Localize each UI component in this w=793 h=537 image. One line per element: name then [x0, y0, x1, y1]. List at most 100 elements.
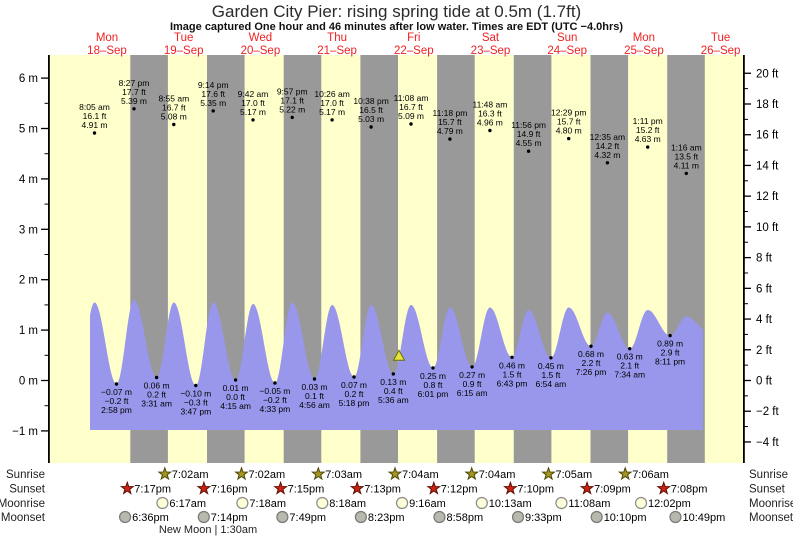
sunset-star-icon	[579, 480, 595, 495]
low-tide-label: −0.3 ft	[184, 398, 209, 408]
y-axis-right-tick-label: 16 ft	[756, 130, 779, 142]
almanac-row-label-right: Moonrise	[749, 498, 793, 510]
y-axis-right-tick-label: 18 ft	[756, 99, 779, 111]
high-tide-label: 11:48 am	[472, 100, 507, 110]
high-tide-dot	[330, 118, 334, 122]
sunrise-star-icon	[234, 466, 249, 481]
almanac-time-label: 7:06am	[632, 469, 669, 481]
high-tide-label: 17.7 ft	[122, 87, 146, 97]
low-tide-label: 2.9 ft	[661, 348, 681, 358]
high-tide-dot	[369, 125, 373, 129]
almanac-row-label-left: Moonset	[1, 512, 46, 524]
high-tide-label: 5.17 m	[240, 107, 266, 117]
low-tide-label: 0.03 m	[302, 382, 328, 392]
high-tide-dot	[488, 128, 492, 133]
high-tide-label: 1:16 am	[671, 142, 702, 152]
almanac-time-label: 7:04am	[479, 469, 516, 481]
moonset-circle-icon	[511, 510, 525, 524]
high-tide-label: 16.5 ft	[359, 105, 383, 115]
high-tide-label: 4.96 m	[477, 118, 503, 128]
y-axis-left-tick-label: 1 m	[19, 325, 38, 337]
sunrise-star-icon	[617, 466, 633, 481]
low-tide-label: −0.10 m	[180, 389, 211, 399]
day-of-week-label: Tue	[174, 32, 193, 44]
low-tide-label: 6:43 pm	[497, 378, 528, 388]
low-tide-label: 0.1 ft	[305, 391, 325, 401]
low-tide-label: 2.1 ft	[620, 361, 640, 371]
low-tide-label: 2:58 pm	[101, 405, 132, 415]
y-axis-left-tick-label: 4 m	[19, 174, 38, 186]
chart-subtitle: Image captured One hour and 46 minutes a…	[169, 21, 624, 33]
high-tide-dot	[567, 136, 571, 141]
high-tide-label: 12:35 am	[590, 132, 625, 142]
day-of-week-label: Fri	[407, 32, 420, 44]
low-tide-label: 5:36 am	[378, 395, 409, 405]
high-tide-dot	[526, 149, 531, 153]
y-axis-right-tick-label: −2 ft	[756, 406, 780, 418]
high-tide-label: 8:55 am	[158, 94, 189, 104]
low-tide-label: −0.07 m	[101, 387, 132, 397]
low-tide-dot	[233, 378, 238, 382]
high-tide-dot	[448, 137, 452, 141]
day-of-week-label: Mon	[633, 32, 655, 44]
high-tide-label: 17.0 ft	[320, 98, 344, 108]
low-tide-label: 0.25 m	[420, 371, 446, 381]
almanac-time-label: 8:18am	[329, 498, 366, 510]
almanac-time-label: 7:15pm	[288, 484, 325, 496]
low-tide-dot	[194, 383, 198, 388]
almanac-time-label: 12:02pm	[648, 498, 691, 510]
sunrise-star-icon	[157, 466, 173, 481]
sunrise-star-icon	[387, 466, 403, 481]
almanac-time-label: 7:12pm	[441, 484, 478, 496]
y-axis-left-tick-label: 3 m	[19, 224, 38, 236]
high-tide-label: 5.17 m	[319, 107, 345, 117]
high-tide-label: 16.7 ft	[399, 102, 423, 112]
low-tide-label: 7:34 am	[614, 370, 645, 380]
low-tide-label: −0.05 m	[259, 386, 290, 396]
high-tide-label: 5.35 m	[200, 98, 226, 108]
low-tide-dot	[431, 366, 435, 370]
day-of-week-label: Mon	[96, 32, 118, 44]
low-tide-label: 7:26 pm	[576, 367, 607, 377]
high-tide-label: 15.7 ft	[438, 117, 462, 127]
low-tide-label: 0.01 m	[223, 383, 249, 393]
low-tide-label: 0.9 ft	[463, 379, 483, 389]
y-axis-right-tick-label: 6 ft	[756, 283, 773, 295]
almanac-time-label: 6:36pm	[132, 512, 169, 524]
almanac-row-label-left: Sunset	[9, 484, 46, 496]
almanac-time-label: 7:02am	[172, 469, 209, 481]
high-tide-label: 5.22 m	[279, 104, 305, 114]
high-tide-label: 4.55 m	[516, 138, 542, 148]
high-tide-label: 9:42 am	[238, 89, 269, 99]
sunset-star-icon	[273, 480, 288, 495]
low-tide-label: −0.2 ft	[105, 396, 130, 406]
high-tide-label: 17.1 ft	[280, 95, 304, 105]
low-tide-dot	[549, 356, 553, 360]
high-tide-label: 1:11 pm	[633, 116, 663, 126]
low-tide-label: 1.5 ft	[541, 370, 561, 380]
day-of-week-label: Tue	[711, 32, 730, 44]
high-tide-dot	[132, 107, 136, 111]
high-tide-dot	[290, 115, 294, 120]
almanac-time-label: 9:33pm	[525, 512, 562, 524]
moon-phase-note: New Moon | 1:30am	[159, 524, 257, 536]
low-tide-label: 0.4 ft	[384, 386, 404, 396]
moonset-circle-icon	[590, 510, 603, 524]
low-tide-label: 0.2 ft	[345, 389, 365, 399]
low-tide-label: 0.27 m	[459, 370, 485, 380]
high-tide-label: 12:29 pm	[551, 108, 586, 118]
low-tide-label: 0.68 m	[578, 349, 604, 359]
moonset-circle-icon	[118, 510, 132, 524]
day-of-week-label: Thu	[327, 32, 347, 44]
low-tide-label: 8:11 pm	[655, 357, 685, 367]
low-tide-dot	[114, 382, 119, 386]
almanac-time-label: 7:14pm	[211, 512, 248, 524]
low-tide-dot	[668, 333, 672, 338]
high-tide-label: 5.08 m	[161, 112, 187, 122]
almanac-row-label-right: Moonset	[749, 512, 793, 524]
high-tide-label: 8:05 am	[79, 102, 110, 112]
low-tide-label: 1.5 ft	[503, 369, 523, 379]
current-tide-marker-icon	[392, 349, 406, 361]
sunset-star-icon	[656, 480, 672, 495]
